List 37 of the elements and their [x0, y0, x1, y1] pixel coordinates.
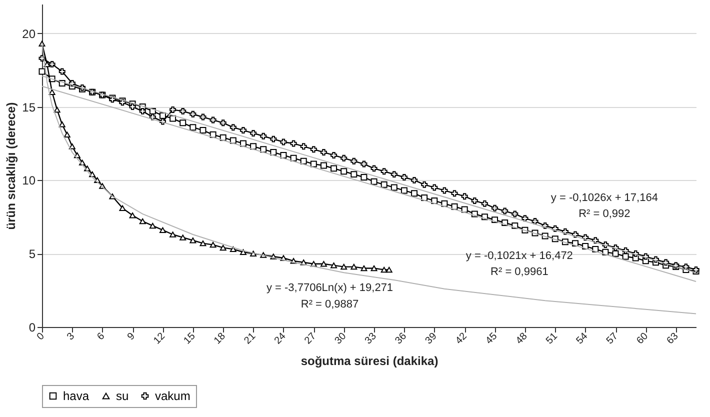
x-tick-label: 15 [182, 330, 198, 347]
x-tick-label: 42 [454, 330, 470, 347]
legend-label: su [116, 389, 129, 403]
x-tick-label: 12 [152, 330, 168, 347]
y-tick-label: 20 [22, 26, 36, 41]
y-tick-label: 5 [28, 247, 36, 262]
x-tick-label: 6 [95, 330, 108, 343]
x-tick-label: 3 [65, 330, 78, 343]
x-tick-label: 30 [332, 330, 349, 347]
x-tick-label: 27 [302, 330, 319, 347]
legend-label: hava [63, 389, 90, 403]
x-tick-label: 18 [212, 330, 228, 347]
x-tick-label: 51 [544, 330, 560, 347]
annotation: R² = 0,992 [578, 208, 630, 220]
annotation: y = -0,1021x + 16,472 [466, 250, 573, 262]
x-tick-label: 60 [634, 330, 651, 347]
annotation: y = -0,1026x + 17,164 [550, 192, 658, 204]
legend-label: vakum [155, 389, 190, 403]
annotation: R² = 0,9887 [300, 298, 359, 310]
x-tick-label: 48 [514, 330, 530, 347]
x-axis-title: soğutma süresi (dakika) [300, 354, 438, 368]
x-tick-label: 63 [664, 330, 681, 347]
y-tick-label: 0 [28, 320, 36, 334]
annotation: R² = 0,9961 [490, 266, 548, 278]
x-tick-label: 45 [484, 330, 500, 347]
y-tick-label: 10 [22, 174, 36, 188]
x-tick-label: 21 [242, 330, 258, 347]
x-tick-label: 54 [574, 330, 590, 347]
x-tick-label: 9 [126, 330, 138, 343]
annotation: y = -3,7706Ln(x) + 19,271 [266, 282, 394, 294]
y-axis-title: ürün sıcaklığı (derece) [4, 102, 18, 230]
x-tick-label: 57 [604, 330, 621, 347]
y-tick-label: 15 [22, 100, 36, 114]
x-tick-label: 24 [272, 330, 289, 347]
x-tick-label: 33 [363, 330, 380, 347]
x-tick-label: 39 [424, 330, 440, 347]
x-tick-label: 36 [393, 330, 410, 347]
